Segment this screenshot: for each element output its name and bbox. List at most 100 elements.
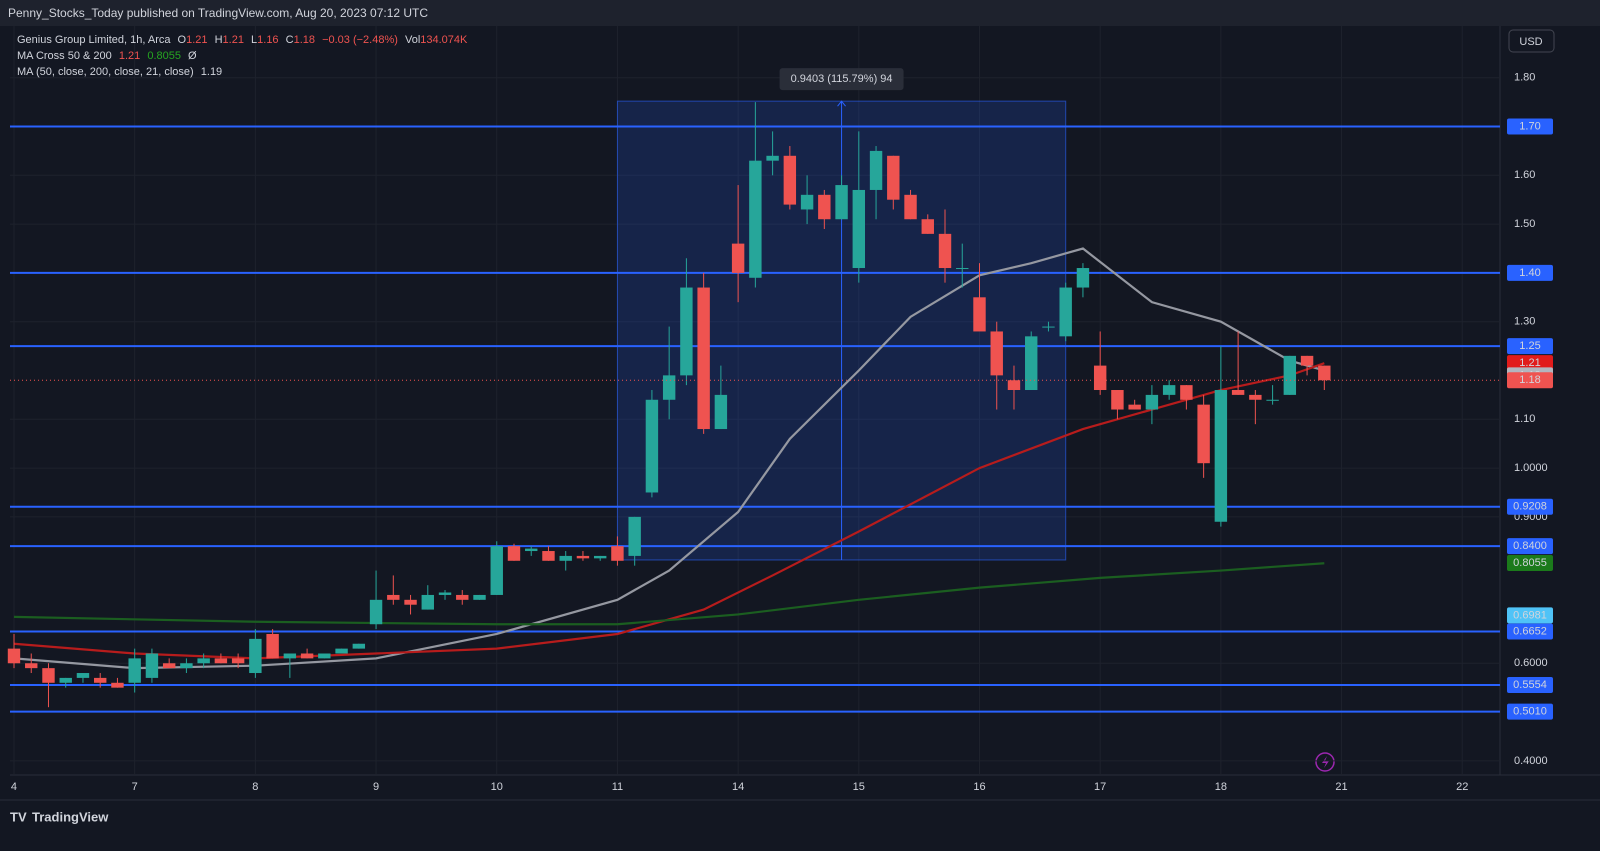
candle-body xyxy=(404,599,417,605)
ohlc-key: L xyxy=(251,34,257,46)
candle-body xyxy=(697,287,710,430)
x-tick-label: 4 xyxy=(11,781,17,793)
candle-body xyxy=(300,653,314,659)
axis-tag xyxy=(1507,372,1553,389)
candle-body xyxy=(197,658,210,664)
candle-body xyxy=(456,594,469,600)
candle-body xyxy=(887,155,900,200)
legend-line: MA Cross 50 & 200 1.21 0.8055 Ø xyxy=(17,50,197,62)
candle-body xyxy=(800,194,814,210)
candle-body xyxy=(525,548,538,552)
candle-body xyxy=(111,682,124,688)
legend-line: Genius Group Limited, 1h, Arca O1.21 H 1.… xyxy=(17,34,468,46)
candle-body xyxy=(266,633,279,659)
candle-body xyxy=(1025,336,1038,391)
brand: TradingView xyxy=(32,809,109,824)
ohlc-value: 1.21 xyxy=(186,34,207,46)
axis-tag xyxy=(1507,607,1553,624)
published: Penny_Stocks_Today published on TradingV… xyxy=(8,6,428,20)
symbol: Genius Group Limited, 1h, Arca xyxy=(17,34,171,46)
x-tick-label: 10 xyxy=(491,781,503,793)
candle-body xyxy=(1162,385,1176,395)
legend: Genius Group Limited, 1h, Arca O1.21 H 1.… xyxy=(17,34,468,78)
candle-body xyxy=(1128,404,1141,410)
candle-body xyxy=(180,663,193,669)
candle-body xyxy=(1007,380,1021,391)
candle-body xyxy=(59,677,72,683)
candle-body xyxy=(869,150,883,190)
candle-body xyxy=(162,663,176,669)
level-tag xyxy=(1507,623,1553,640)
level-tag xyxy=(1507,677,1553,694)
x-tick-label: 18 xyxy=(1215,781,1227,793)
candle-body xyxy=(593,555,607,559)
candle-body xyxy=(473,594,486,600)
level-tag-label: 0.5554 xyxy=(1513,679,1547,691)
y-tick-label: 1.60 xyxy=(1514,169,1535,181)
candle-body xyxy=(904,194,917,220)
candle-body xyxy=(921,219,934,234)
candle-body xyxy=(628,516,641,556)
axis-tag-label: 1.18 xyxy=(1519,374,1540,386)
ohlc-key: H xyxy=(215,34,223,46)
candle-body xyxy=(1249,394,1262,400)
candle-body xyxy=(731,243,745,273)
candle-body xyxy=(283,653,297,659)
x-tick-label: 22 xyxy=(1456,781,1468,793)
x-tick-label: 17 xyxy=(1094,781,1106,793)
candle-body xyxy=(766,155,779,161)
candle-body xyxy=(214,658,228,664)
candle-body xyxy=(749,160,762,278)
currency-button[interactable] xyxy=(1508,29,1555,53)
candle-body xyxy=(818,194,831,220)
candle-body xyxy=(1318,365,1331,381)
candle-body xyxy=(1283,355,1297,395)
candle-body xyxy=(576,555,590,559)
alert-icon[interactable] xyxy=(1315,752,1335,772)
candle-body xyxy=(1076,268,1090,288)
candle-body xyxy=(93,677,107,683)
currency[interactable]: USD xyxy=(1519,36,1542,48)
candle-body xyxy=(783,155,797,205)
ma-line xyxy=(13,247,1325,670)
candle-body xyxy=(714,394,728,430)
candle-body xyxy=(1145,394,1159,410)
candle-body xyxy=(318,653,331,659)
candle-body xyxy=(990,331,1003,376)
x-tick-label: 7 xyxy=(132,781,138,793)
candle-body xyxy=(128,658,141,683)
y-tick-label: 1.0000 xyxy=(1514,462,1548,474)
level-tag-label: 0.5010 xyxy=(1513,705,1547,717)
volume-key: Vol xyxy=(405,34,420,46)
y-tick-label: 1.30 xyxy=(1514,316,1535,328)
ohlc-key: O xyxy=(178,34,187,46)
legend-line: MA (50, close, 200, close, 21, close) 1.… xyxy=(17,66,222,78)
ma-cross-value: 0.8055 xyxy=(147,50,181,62)
candle-body xyxy=(1214,390,1228,522)
axis-tag-label: 0.8055 xyxy=(1513,557,1547,569)
ma: MA (50, close, 200, close, 21, close) xyxy=(17,66,194,78)
candle-body xyxy=(7,648,21,664)
axis-tag xyxy=(1507,355,1553,372)
alert-bolt xyxy=(1322,756,1329,768)
level-tag xyxy=(1507,498,1553,515)
level-tag xyxy=(1507,264,1553,281)
candle-body xyxy=(1180,385,1193,400)
axis-tag xyxy=(1507,554,1553,571)
candle-body xyxy=(438,592,452,595)
x-tick-label: 9 xyxy=(373,781,379,793)
change: −0.03 (−2.48%) xyxy=(322,34,398,46)
level-tag-label: 1.25 xyxy=(1519,340,1540,352)
ma-cross: MA Cross 50 & 200 xyxy=(17,50,112,62)
x-tick-label: 14 xyxy=(732,781,744,793)
ma-cross-value: Ø xyxy=(188,50,197,62)
level-tag xyxy=(1507,703,1553,720)
y-tick-label: 0.6000 xyxy=(1514,657,1548,669)
candle-body xyxy=(25,663,38,669)
x-tick-label: 15 xyxy=(853,781,865,793)
candle-body xyxy=(645,399,659,493)
ohlc-value: 1.18 xyxy=(294,34,315,46)
measure-label: 0.9403 (115.79%) 94 xyxy=(791,73,893,85)
level-tag xyxy=(1507,538,1553,555)
